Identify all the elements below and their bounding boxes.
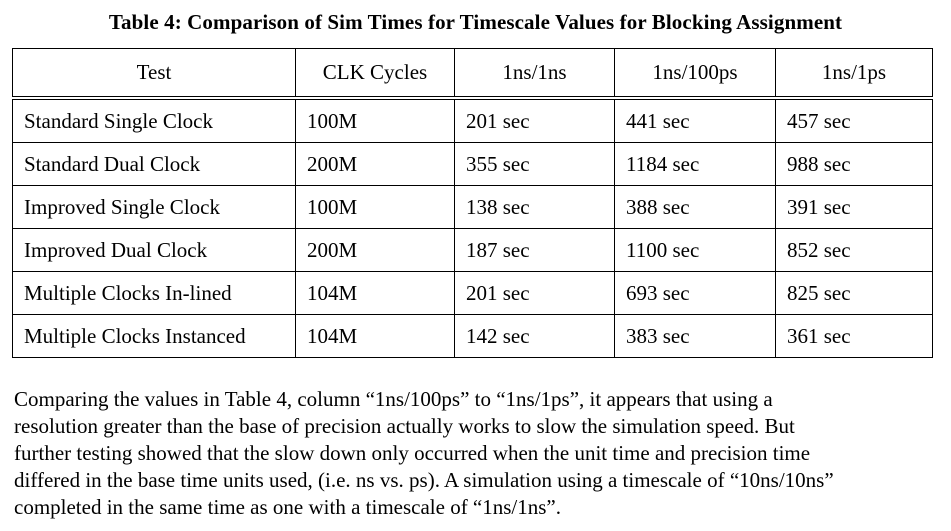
table-row: Standard Single Clock 100M 201 sec 441 s… <box>12 97 933 143</box>
cell-1ns-1ps: 988 sec <box>775 142 933 186</box>
cell-1ns-100ps: 693 sec <box>614 271 776 315</box>
table-row: Improved Single Clock 100M 138 sec 388 s… <box>12 185 933 229</box>
paragraph-line: resolution greater than the base of prec… <box>14 414 795 438</box>
cell-test: Multiple Clocks Instanced <box>12 314 296 358</box>
cell-test: Multiple Clocks In-lined <box>12 271 296 315</box>
cell-1ns-1ps: 825 sec <box>775 271 933 315</box>
cell-1ns-1ns: 201 sec <box>454 271 615 315</box>
cell-clk-cycles: 100M <box>295 97 455 143</box>
table-header-row: Test CLK Cycles 1ns/1ns 1ns/100ps 1ns/1p… <box>12 48 933 100</box>
cell-1ns-1ps: 852 sec <box>775 228 933 272</box>
cell-clk-cycles: 104M <box>295 271 455 315</box>
cell-1ns-100ps: 441 sec <box>614 97 776 143</box>
table-row: Improved Dual Clock 200M 187 sec 1100 se… <box>12 228 933 272</box>
cell-test: Standard Dual Clock <box>12 142 296 186</box>
paragraph-line: completed in the same time as one with a… <box>14 495 562 519</box>
cell-clk-cycles: 100M <box>295 185 455 229</box>
header-1ns-1ps: 1ns/1ps <box>775 48 933 100</box>
cell-clk-cycles: 200M <box>295 142 455 186</box>
cell-1ns-1ps: 391 sec <box>775 185 933 229</box>
header-clk-cycles: CLK Cycles <box>295 48 455 100</box>
cell-test: Improved Dual Clock <box>12 228 296 272</box>
header-1ns-1ns: 1ns/1ns <box>454 48 615 100</box>
cell-1ns-1ns: 201 sec <box>454 97 615 143</box>
cell-1ns-1ns: 187 sec <box>454 228 615 272</box>
table-row: Multiple Clocks Instanced 104M 142 sec 3… <box>12 314 933 358</box>
table-row: Multiple Clocks In-lined 104M 201 sec 69… <box>12 271 933 315</box>
cell-1ns-1ns: 355 sec <box>454 142 615 186</box>
cell-clk-cycles: 200M <box>295 228 455 272</box>
header-test: Test <box>12 48 296 100</box>
cell-test: Improved Single Clock <box>12 185 296 229</box>
header-1ns-100ps: 1ns/100ps <box>614 48 776 100</box>
paragraph-line: Comparing the values in Table 4, column … <box>14 387 773 411</box>
cell-1ns-100ps: 383 sec <box>614 314 776 358</box>
cell-1ns-100ps: 1100 sec <box>614 228 776 272</box>
paragraph-line: differed in the base time units used, (i… <box>14 468 834 492</box>
cell-1ns-1ns: 142 sec <box>454 314 615 358</box>
body-paragraph: Comparing the values in Table 4, column … <box>14 386 939 521</box>
cell-1ns-1ps: 361 sec <box>775 314 933 358</box>
table-row: Standard Dual Clock 200M 355 sec 1184 se… <box>12 142 933 186</box>
cell-1ns-100ps: 1184 sec <box>614 142 776 186</box>
cell-1ns-1ps: 457 sec <box>775 97 933 143</box>
table-caption: Table 4: Comparison of Sim Times for Tim… <box>108 10 843 34</box>
sim-times-table: Test CLK Cycles 1ns/1ns 1ns/100ps 1ns/1p… <box>12 48 933 358</box>
cell-1ns-1ns: 138 sec <box>454 185 615 229</box>
paragraph-line: further testing showed that the slow dow… <box>14 441 811 465</box>
cell-clk-cycles: 104M <box>295 314 455 358</box>
cell-test: Standard Single Clock <box>12 97 296 143</box>
cell-1ns-100ps: 388 sec <box>614 185 776 229</box>
